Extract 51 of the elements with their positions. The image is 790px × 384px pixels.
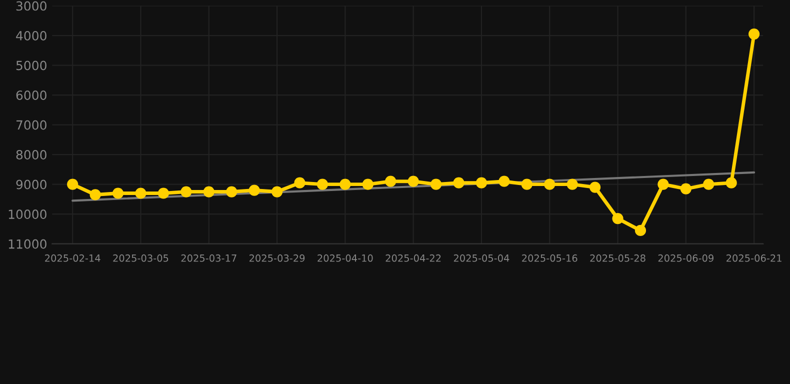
point — [658, 178, 669, 190]
y-tick-label: 7000 — [16, 120, 46, 130]
x-tick-label: 2025-06-21 — [726, 254, 782, 262]
point — [67, 178, 78, 190]
point — [748, 28, 760, 40]
x-tick-label: 2025-04-22 — [386, 254, 441, 262]
point — [294, 177, 306, 188]
point — [612, 212, 624, 224]
x-tick-label: 2025-03-17 — [181, 254, 236, 262]
x-tick-label: 2025-03-05 — [113, 254, 168, 262]
point — [453, 177, 464, 188]
point — [203, 186, 214, 198]
point — [498, 176, 510, 187]
point — [362, 178, 374, 190]
y-tick-label: 4000 — [16, 30, 46, 40]
x-tick-label: 2025-05-16 — [522, 254, 578, 262]
y-tick-label: 3000 — [16, 1, 46, 11]
point — [271, 186, 283, 198]
point — [544, 178, 556, 190]
point — [112, 188, 124, 199]
point — [90, 189, 101, 200]
y-tick-label: 11000 — [8, 239, 46, 249]
point — [135, 188, 146, 199]
point — [566, 178, 578, 190]
point — [316, 178, 328, 190]
point — [385, 176, 396, 187]
x-tick-label: 2025-02-14 — [45, 254, 100, 262]
x-tick-label: 2025-05-28 — [590, 254, 646, 262]
y-tick-label: 6000 — [16, 90, 46, 100]
point — [680, 183, 692, 194]
x-tick-label: 2025-03-29 — [249, 254, 305, 262]
point — [634, 224, 646, 236]
x-tick-label: 2025-06-09 — [658, 254, 714, 262]
point — [589, 182, 601, 193]
x-tick-label: 2025-04-10 — [318, 254, 373, 262]
point — [408, 176, 419, 187]
point — [340, 178, 351, 190]
point — [703, 178, 714, 190]
point — [158, 188, 170, 199]
y-tick-label: 8000 — [16, 150, 46, 160]
point — [476, 177, 488, 188]
point — [226, 186, 238, 198]
point — [248, 184, 260, 196]
x-tick-label: 2025-05-04 — [454, 254, 510, 262]
y-tick-label: 5000 — [16, 60, 46, 70]
y-tick-label: 10000 — [8, 210, 46, 220]
y-tick-label: 9000 — [16, 180, 46, 190]
point — [430, 178, 442, 190]
point — [180, 186, 192, 198]
point — [726, 177, 737, 188]
point — [521, 178, 532, 190]
